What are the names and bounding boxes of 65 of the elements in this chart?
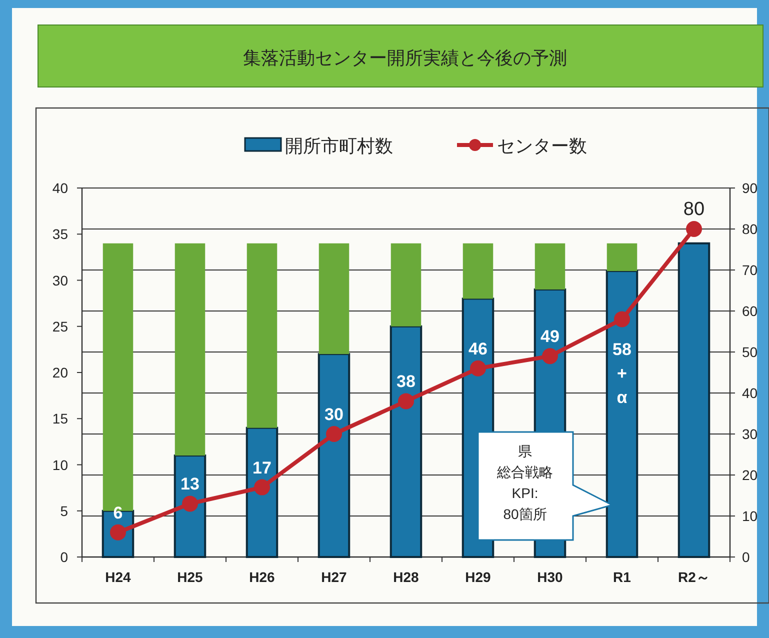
- data-label: 17: [252, 458, 272, 478]
- bar: [678, 242, 710, 558]
- x-tick-label: R2～: [678, 569, 710, 585]
- y2-tick-label: 80: [742, 221, 758, 237]
- y-tick-label: 25: [52, 318, 68, 334]
- bar: [606, 243, 638, 272]
- x-tick-label: H29: [465, 569, 492, 585]
- y-tick-label: 0: [60, 549, 68, 565]
- x-tick-label: R1: [613, 569, 632, 585]
- annotation: KPI:: [512, 485, 538, 501]
- y-tick-label: 15: [52, 410, 68, 427]
- bar: [174, 243, 206, 456]
- point: [686, 221, 702, 237]
- point: [398, 393, 414, 410]
- bar: [246, 243, 278, 428]
- data-label: 6: [113, 503, 123, 522]
- y2-tick-label: 0: [742, 549, 750, 565]
- point: [614, 311, 630, 328]
- point: [470, 360, 486, 376]
- legend-label: センター数: [497, 136, 587, 156]
- y2-tick-label: 40: [742, 385, 758, 401]
- bar: [390, 325, 422, 558]
- y2-tick-label: 90: [742, 180, 758, 196]
- y2-tick-label: 60: [742, 303, 758, 319]
- annotation: 80箇所: [503, 506, 547, 522]
- point: [254, 479, 270, 496]
- bar: [174, 454, 206, 558]
- bar: [318, 243, 350, 354]
- bar: [390, 243, 422, 326]
- x-tick-label: H24: [105, 569, 132, 585]
- data-label: 58 + α: [612, 340, 632, 408]
- data-label: 49: [540, 327, 560, 346]
- bar: [606, 270, 638, 558]
- y2-tick-label: 70: [742, 262, 758, 278]
- y-tick-label: 5: [60, 502, 68, 519]
- bar: [534, 243, 566, 290]
- annotation: 県: [518, 443, 532, 459]
- x-tick-label: H27: [321, 569, 348, 585]
- x-tick-label: H30: [537, 569, 564, 585]
- point: [182, 496, 198, 512]
- chart-title: 集落活動センター開所実績と今後の予測: [243, 48, 567, 68]
- x-tick-label: H28: [393, 569, 420, 585]
- point: [542, 348, 558, 364]
- data-label: 13: [180, 474, 200, 494]
- y-tick-label: 40: [52, 180, 68, 196]
- annotation: 総合戦略: [496, 464, 553, 480]
- bar: [462, 243, 494, 299]
- bar: [246, 426, 278, 558]
- x-tick-label: H25: [177, 569, 204, 585]
- y-tick-label: 35: [52, 226, 68, 242]
- y-tick-label: 10: [52, 456, 68, 473]
- y-tick-label: 20: [52, 364, 68, 380]
- data-label: 46: [468, 339, 488, 358]
- y-tick-label: 30: [52, 272, 68, 288]
- data-label: 38: [396, 372, 416, 392]
- y2-tick-label: 20: [742, 467, 758, 483]
- x-tick-label: H26: [249, 569, 276, 585]
- data-label: 80: [683, 199, 705, 220]
- legend-label: 開所市町村数: [285, 136, 393, 156]
- y2-tick-label: 50: [742, 344, 758, 360]
- point: [326, 426, 342, 442]
- y2-tick-label: 30: [742, 426, 758, 442]
- bar: [318, 353, 350, 558]
- y2-tick-label: 10: [742, 508, 758, 524]
- data-label: 30: [324, 405, 344, 424]
